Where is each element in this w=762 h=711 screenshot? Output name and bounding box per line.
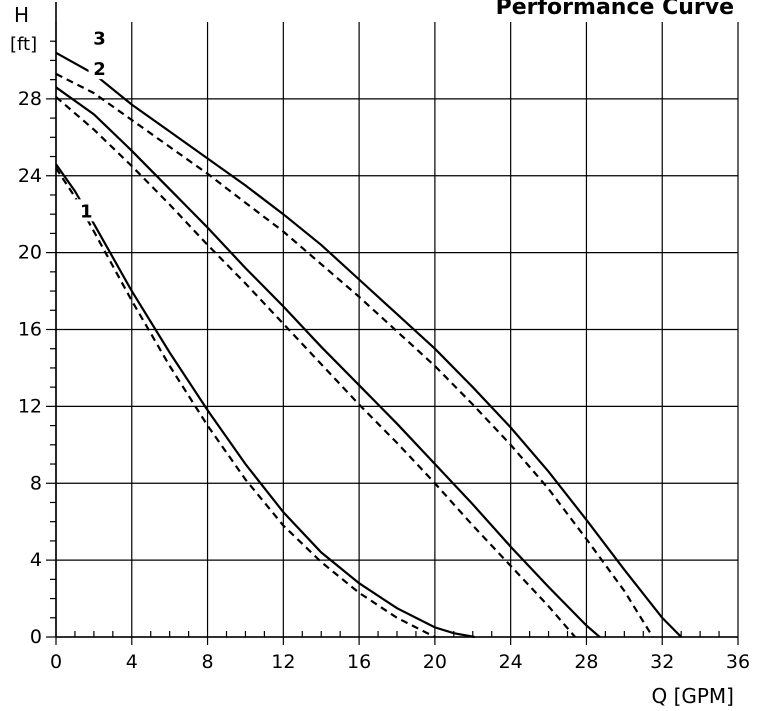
x-tick-label: 8 — [202, 651, 214, 673]
y-tick-label: 16 — [18, 319, 42, 341]
x-tick-labels: 0 4 8 12 16 20 24 28 32 36 — [50, 651, 750, 673]
x-tick-label: 36 — [726, 651, 750, 673]
x-tick-label: 12 — [271, 651, 295, 673]
y-tick-label: 24 — [18, 165, 42, 187]
y-axis-symbol: H — [14, 3, 29, 27]
chart-title: Performance Curve — [496, 0, 734, 20]
y-tick-label: 8 — [30, 472, 42, 494]
x-tick-label: 4 — [126, 651, 138, 673]
minor-ticks — [46, 40, 739, 645]
series-1-dashed-line — [55, 167, 436, 638]
grid — [55, 2, 739, 638]
y-tick-label: 12 — [18, 395, 42, 417]
curve-label-backdrop — [88, 26, 111, 49]
curve-label: 3 — [93, 28, 106, 49]
series-3-solid-line — [55, 51, 682, 638]
curve-labels: 1 2 3 — [75, 26, 111, 222]
x-axis-label: Q [GPM] — [651, 684, 734, 708]
curve-label-backdrop — [88, 57, 111, 80]
curve-label: 1 — [80, 201, 93, 222]
y-axis-unit: [ft] — [10, 34, 37, 55]
y-tick-labels: 0 4 8 12 16 20 24 28 — [18, 88, 42, 648]
series-2-solid-line — [55, 86, 601, 638]
x-tick-label: 32 — [650, 651, 674, 673]
y-tick-label: 20 — [18, 242, 42, 264]
curve-label-backdrop — [75, 199, 98, 222]
y-tick-label: 0 — [30, 626, 42, 648]
x-tick-label: 24 — [499, 651, 523, 673]
series-1-solid-line — [55, 163, 475, 639]
x-tick-label: 16 — [347, 651, 371, 673]
series-2-dashed-line — [55, 96, 576, 638]
x-tick-label: 20 — [423, 651, 447, 673]
x-tick-label: 0 — [50, 651, 62, 673]
series-group — [55, 51, 682, 639]
y-tick-label: 4 — [30, 549, 42, 571]
series-3-dashed-line — [55, 72, 654, 638]
y-tick-label: 28 — [18, 88, 42, 110]
curve-label: 2 — [93, 59, 106, 80]
x-tick-label: 28 — [574, 651, 598, 673]
